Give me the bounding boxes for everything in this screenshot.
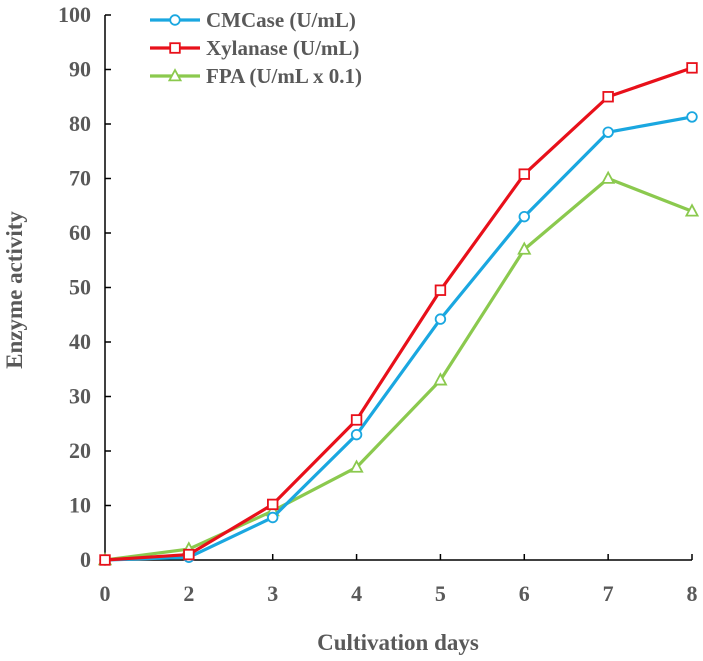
axes: 0 10 20 30 40 50 60 70 80 90 100 0 2 3 4 5 6 7 8 <box>58 2 698 606</box>
data-point <box>518 210 530 223</box>
data-point <box>686 111 698 123</box>
y-tick-label: 20 <box>69 438 91 463</box>
data-point <box>183 548 195 561</box>
legend-label: FPA (U/mL x 0.1) <box>206 64 362 88</box>
series-line <box>104 176 693 562</box>
legend-swatch-marker <box>169 14 181 26</box>
data-point <box>602 126 614 138</box>
data-point <box>267 498 279 511</box>
y-tick-label: 0 <box>80 547 91 572</box>
y-tick-label: 50 <box>69 275 91 300</box>
y-tick-label: 30 <box>69 384 91 409</box>
data-point <box>434 313 447 325</box>
data-point <box>601 170 616 184</box>
x-tick-label: 4 <box>351 581 362 606</box>
series-line <box>104 66 693 562</box>
data-point <box>434 284 447 296</box>
y-tick-label: 10 <box>69 493 91 518</box>
x-tick-label: 5 <box>435 581 446 606</box>
y-axis-title: Enzyme activity <box>2 211 27 369</box>
y-tick-label: 40 <box>69 329 91 354</box>
legend-label: CMCase (U/mL) <box>206 8 356 32</box>
x-tick-label: 2 <box>183 581 194 606</box>
x-tick-label: 0 <box>100 581 111 606</box>
series-layer <box>97 62 700 566</box>
x-axis-title: Cultivation days <box>317 630 479 655</box>
legend-swatch-marker <box>169 42 181 54</box>
y-tick-label: 70 <box>69 166 91 191</box>
data-point <box>602 91 614 103</box>
legend-label: Xylanase (U/mL) <box>206 36 359 60</box>
legend-item: Xylanase (U/mL) <box>150 36 359 60</box>
series-triangle-group <box>97 170 700 566</box>
y-tick-label: 60 <box>69 220 91 245</box>
data-point <box>267 511 279 524</box>
y-tick-label: 80 <box>69 111 91 136</box>
legend-item: CMCase (U/mL) <box>150 8 356 32</box>
data-point <box>684 203 700 217</box>
data-point <box>349 459 364 473</box>
series-line <box>104 115 693 562</box>
data-point <box>517 241 532 255</box>
y-tick-label: 100 <box>58 2 91 27</box>
x-tick-label: 3 <box>267 581 278 606</box>
data-point <box>99 554 111 566</box>
legend: CMCase (U/mL) Xylanase (U/mL) FPA (U/mL x … <box>150 8 362 88</box>
series-square-group <box>99 62 698 566</box>
y-tick-label: 90 <box>69 57 91 82</box>
data-point <box>518 168 530 180</box>
legend-swatch-marker <box>167 68 183 82</box>
x-tick-label: 6 <box>519 581 530 606</box>
legend-item: FPA (U/mL x 0.1) <box>150 64 362 88</box>
data-point <box>350 414 363 426</box>
x-tick-label: 8 <box>687 581 698 606</box>
data-point <box>433 372 448 386</box>
data-point <box>686 62 698 74</box>
data-point <box>350 428 363 441</box>
x-tick-label: 7 <box>603 581 614 606</box>
